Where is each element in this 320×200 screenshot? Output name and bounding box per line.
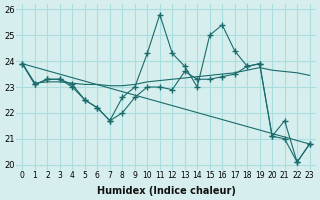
X-axis label: Humidex (Indice chaleur): Humidex (Indice chaleur) [97,186,236,196]
